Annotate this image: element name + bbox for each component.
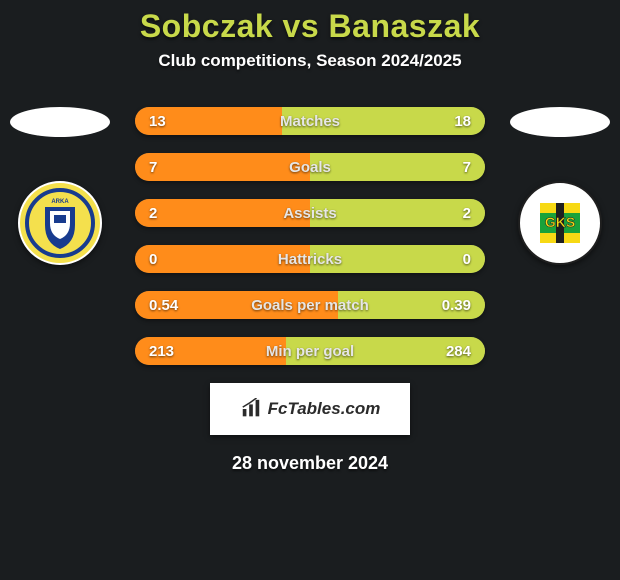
page-title: Sobczak vs Banaszak [0, 8, 620, 45]
stat-label: Min per goal [135, 343, 485, 360]
stat-row: 213Min per goal284 [135, 337, 485, 365]
stat-label: Hattricks [135, 251, 485, 268]
subtitle: Club competitions, Season 2024/2025 [0, 51, 620, 71]
arka-gdynia-crest-icon: ARKA [18, 181, 102, 265]
stat-value-right: 0 [463, 251, 485, 268]
stat-row: 7Goals7 [135, 153, 485, 181]
stat-row: 2Assists2 [135, 199, 485, 227]
club-badge-left: ARKA [18, 181, 102, 265]
stat-label: Goals per match [135, 297, 485, 314]
stat-value-right: 2 [463, 205, 485, 222]
stat-value-right: 7 [463, 159, 485, 176]
stat-row: 0.54Goals per match0.39 [135, 291, 485, 319]
stat-row: 13Matches18 [135, 107, 485, 135]
stat-value-right: 0.39 [442, 297, 485, 314]
stat-value-right: 284 [446, 343, 485, 360]
stat-label: Goals [135, 159, 485, 176]
player-right-ellipse [510, 107, 610, 137]
comparison-body: ARKA GKS 13Matches18 7Goals7 2Assists2 0Hat… [0, 107, 620, 474]
brand-box: FcTables.com [210, 383, 410, 435]
svg-text:GKS: GKS [545, 214, 575, 230]
infographic-container: Sobczak vs Banaszak Club competitions, S… [0, 0, 620, 474]
stat-row: 0Hattricks0 [135, 245, 485, 273]
stat-value-right: 18 [454, 113, 485, 130]
gks-crest-icon: GKS [518, 181, 602, 265]
stat-label: Matches [135, 113, 485, 130]
club-badge-right: GKS [518, 181, 602, 265]
brand-text: FcTables.com [268, 399, 381, 419]
svg-text:ARKA: ARKA [51, 199, 69, 205]
bar-chart-icon [240, 398, 262, 420]
date-label: 28 november 2024 [0, 453, 620, 474]
player-left-ellipse [10, 107, 110, 137]
stats-list: 13Matches18 7Goals7 2Assists2 0Hattricks0 0.… [135, 107, 485, 365]
stat-label: Assists [135, 205, 485, 222]
